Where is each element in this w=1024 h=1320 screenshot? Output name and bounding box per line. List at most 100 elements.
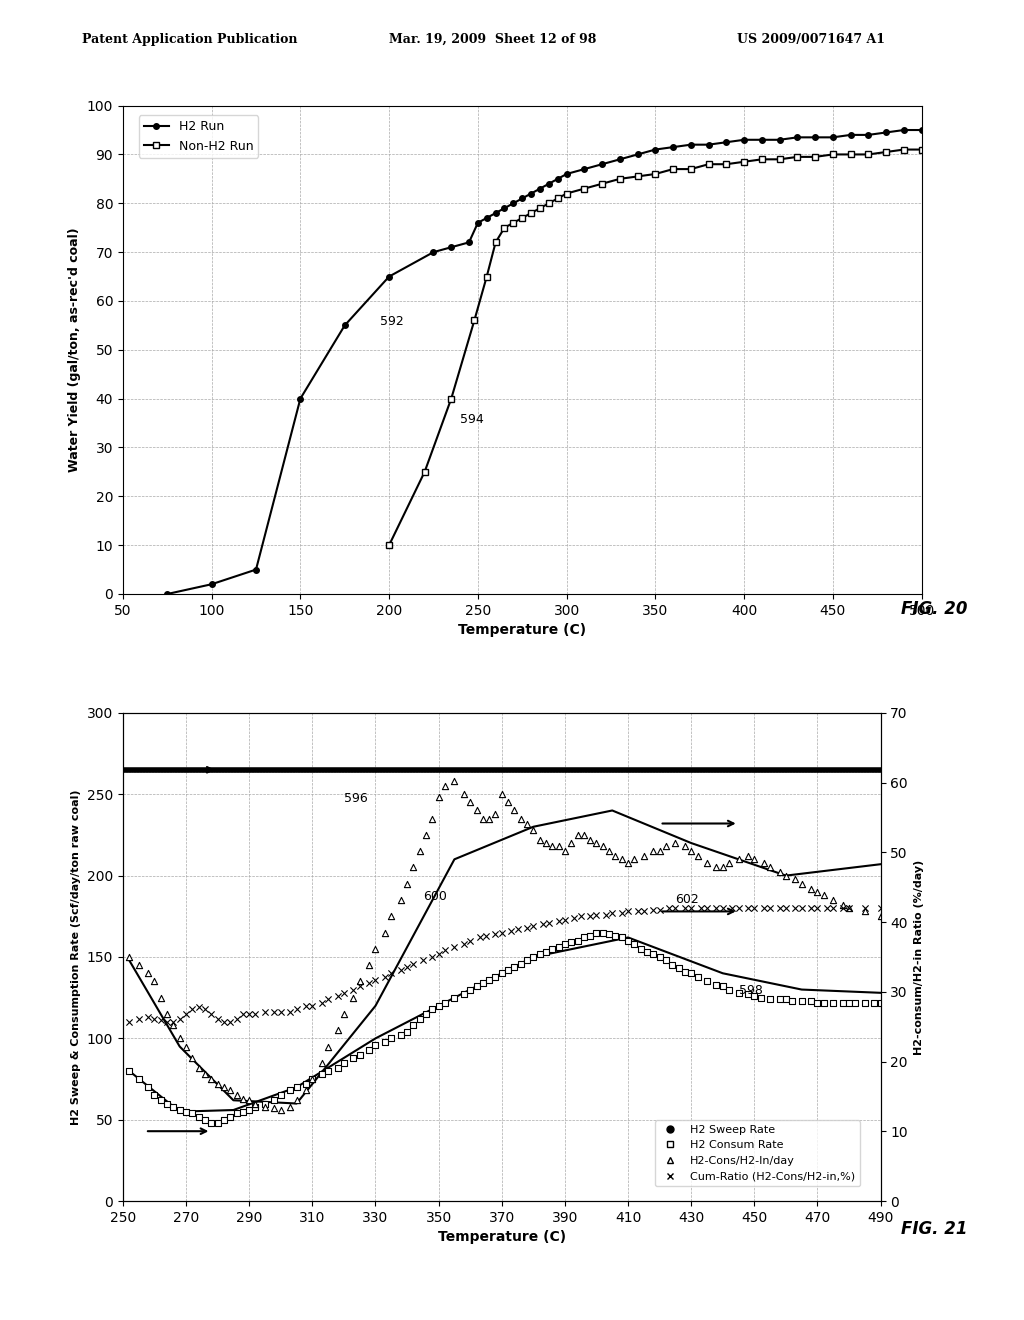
H2 Consum Rate <box>575 927 592 948</box>
Cum-Ratio (H2-Cons/H2-in,%) <box>159 1011 175 1032</box>
H2 Consum Rate <box>121 1060 137 1081</box>
H2-Cons/H2-In/day <box>803 878 819 899</box>
Cum-Ratio (H2-Cons/H2-in,%) <box>566 907 583 928</box>
H2-Cons/H2-In/day <box>345 987 361 1008</box>
Cum-Ratio (H2-Cons/H2-in,%) <box>368 969 384 990</box>
Cum-Ratio (H2-Cons/H2-in,%) <box>857 898 873 919</box>
H2-Cons/H2-In/day <box>462 792 478 813</box>
Text: 598: 598 <box>738 985 763 998</box>
Y-axis label: H2 Sweep & Consumption Rate (Scf/day/ton raw coal): H2 Sweep & Consumption Rate (Scf/day/ton… <box>72 789 81 1125</box>
Non-H2 Run <box>845 147 857 162</box>
Cum-Ratio (H2-Cons/H2-in,%) <box>471 927 487 948</box>
Cum-Ratio (H2-Cons/H2-in,%) <box>636 900 652 921</box>
H2-Cons/H2-In/day <box>247 1093 263 1114</box>
H2-Cons/H2-In/day <box>159 1003 175 1024</box>
H2 Consum Rate <box>753 987 769 1008</box>
H2-Cons/H2-In/day <box>500 792 516 813</box>
H2-Cons/H2-In/day <box>392 890 409 911</box>
H2 Consum Rate <box>866 993 883 1014</box>
H2-Cons/H2-In/day <box>257 1096 273 1117</box>
Non-H2 Run <box>489 235 502 251</box>
H2 Consum Rate <box>345 1047 361 1068</box>
H2 Consum Rate <box>677 961 693 982</box>
Non-H2 Run <box>383 537 395 553</box>
Cum-Ratio (H2-Cons/H2-in,%) <box>519 917 536 939</box>
Cum-Ratio (H2-Cons/H2-in,%) <box>535 913 551 935</box>
H2 Consum Rate <box>165 1096 181 1117</box>
H2 Run <box>507 195 519 211</box>
Cum-Ratio (H2-Cons/H2-in,%) <box>313 993 330 1014</box>
H2 Consum Rate <box>633 939 649 960</box>
H2 Consum Rate <box>368 1035 384 1056</box>
H2 Consum Rate <box>519 949 536 970</box>
H2-Cons/H2-In/day <box>557 841 573 862</box>
H2 Consum Rate <box>506 956 522 977</box>
H2-Cons/H2-In/day <box>677 836 693 857</box>
H2 Run <box>845 127 857 143</box>
H2 Consum Rate <box>377 1031 393 1052</box>
H2 Consum Rate <box>412 1008 428 1030</box>
Non-H2 Run <box>419 463 431 479</box>
Cum-Ratio (H2-Cons/H2-in,%) <box>304 995 321 1016</box>
X-axis label: Temperature (C): Temperature (C) <box>458 623 587 638</box>
Cum-Ratio (H2-Cons/H2-in,%) <box>209 1008 225 1030</box>
H2-Cons/H2-In/day <box>398 874 416 895</box>
H2 Consum Rate <box>595 921 611 942</box>
Cum-Ratio (H2-Cons/H2-in,%) <box>330 986 346 1007</box>
Cum-Ratio (H2-Cons/H2-in,%) <box>588 904 604 925</box>
Cum-Ratio (H2-Cons/H2-in,%) <box>604 903 621 924</box>
H2 Consum Rate <box>475 973 492 994</box>
H2 Consum Rate <box>247 1096 263 1117</box>
H2-Cons/H2-In/day <box>468 800 484 821</box>
Cum-Ratio (H2-Cons/H2-in,%) <box>234 1003 251 1024</box>
Non-H2 Run <box>507 215 519 231</box>
H2-Cons/H2-In/day <box>351 972 368 993</box>
H2 Consum Rate <box>620 931 636 952</box>
H2 Run <box>250 562 262 578</box>
Cum-Ratio (H2-Cons/H2-in,%) <box>190 997 207 1018</box>
H2-Cons/H2-In/day <box>683 841 699 862</box>
Cum-Ratio (H2-Cons/H2-in,%) <box>171 1008 188 1030</box>
Cum-Ratio (H2-Cons/H2-in,%) <box>415 949 431 970</box>
H2 Run <box>809 129 821 145</box>
H2 Consum Rate <box>468 975 484 997</box>
H2 Consum Rate <box>841 993 857 1014</box>
H2 Consum Rate <box>184 1102 201 1123</box>
H2 Consum Rate <box>588 921 604 942</box>
Y-axis label: Water Yield (gal/ton, as-rec'd coal): Water Yield (gal/ton, as-rec'd coal) <box>69 227 81 473</box>
Cum-Ratio (H2-Cons/H2-in,%) <box>550 911 566 932</box>
Non-H2 Run <box>613 170 626 186</box>
Cum-Ratio (H2-Cons/H2-in,%) <box>598 904 614 925</box>
Non-H2 Run <box>534 201 546 216</box>
H2 Run <box>489 205 502 220</box>
Cum-Ratio (H2-Cons/H2-in,%) <box>692 898 709 919</box>
H2 Consum Rate <box>626 933 643 954</box>
Cum-Ratio (H2-Cons/H2-in,%) <box>762 898 778 919</box>
H2 Consum Rate <box>257 1093 273 1114</box>
H2 Run <box>339 317 351 333</box>
H2 Consum Rate <box>146 1085 163 1106</box>
Cum-Ratio (H2-Cons/H2-in,%) <box>424 946 440 968</box>
H2 Consum Rate <box>209 1113 225 1134</box>
Cum-Ratio (H2-Cons/H2-in,%) <box>351 975 368 997</box>
H2 Consum Rate <box>683 962 699 983</box>
H2 Run <box>534 181 546 197</box>
H2-Cons/H2-In/day <box>184 1047 201 1068</box>
H2 Consum Rate <box>140 1077 157 1098</box>
H2-Cons/H2-In/day <box>721 851 737 873</box>
H2 Run <box>862 127 874 143</box>
H2 Consum Rate <box>197 1109 213 1130</box>
Non-H2 Run <box>756 152 768 168</box>
H2 Run <box>685 137 697 153</box>
Non-H2 Run <box>596 176 608 191</box>
H2-Cons/H2-In/day <box>222 1080 239 1101</box>
H2-Cons/H2-In/day <box>228 1085 245 1106</box>
Non-H2 Run <box>685 161 697 177</box>
Text: 596: 596 <box>344 792 368 805</box>
H2 Consum Rate <box>336 1052 352 1073</box>
Cum-Ratio (H2-Cons/H2-in,%) <box>698 898 715 919</box>
Cum-Ratio (H2-Cons/H2-in,%) <box>247 1003 263 1024</box>
H2 Consum Rate <box>582 925 598 946</box>
Non-H2 Run <box>720 156 732 172</box>
H2 Consum Rate <box>730 982 746 1003</box>
